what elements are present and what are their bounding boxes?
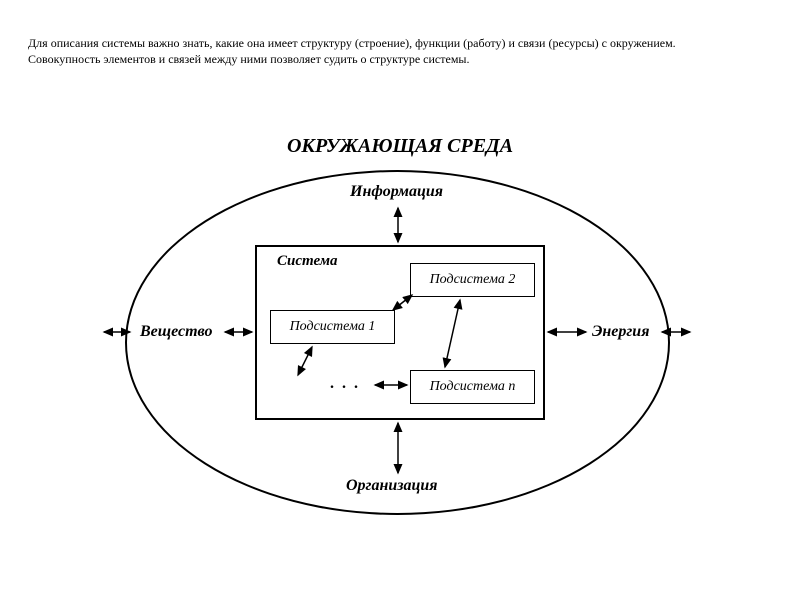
intro-paragraph: Для описания системы важно знать, какие …	[28, 35, 772, 67]
label-organization: Организация	[346, 477, 438, 495]
label-energy: Энергия	[592, 323, 649, 341]
environment-title: ОКРУЖАЮЩАЯ СРЕДА	[0, 135, 800, 158]
ellipsis-dots: . . .	[330, 375, 360, 393]
intro-line-1: Для описания системы важно знать, какие …	[28, 36, 676, 50]
subsystem-2: Подсистема 2	[410, 263, 535, 297]
system-diagram: ОКРУЖАЮЩАЯ СРЕДА Информация Вещество Эне…	[0, 135, 800, 565]
label-information: Информация	[350, 183, 443, 201]
subsystem-n: Подсистема n	[410, 370, 535, 404]
label-substance: Вещество	[140, 323, 212, 341]
subsystem-1-label: Подсистема 1	[290, 319, 376, 335]
subsystem-n-label: Подсистема n	[430, 379, 516, 395]
intro-line-2: Совокупность элементов и связей между ни…	[28, 52, 469, 66]
subsystem-1: Подсистема 1	[270, 310, 395, 344]
subsystem-2-label: Подсистема 2	[430, 272, 516, 288]
system-title: Система	[277, 253, 338, 270]
